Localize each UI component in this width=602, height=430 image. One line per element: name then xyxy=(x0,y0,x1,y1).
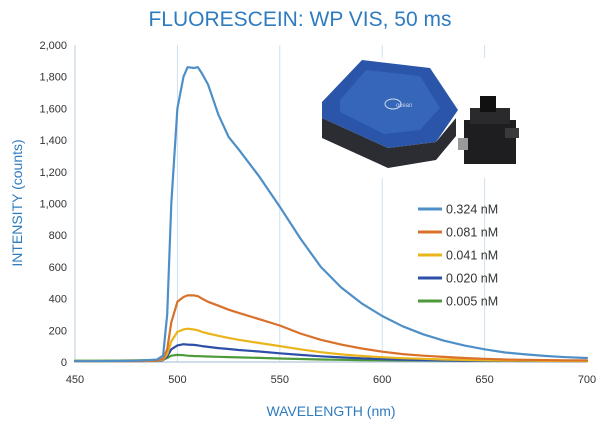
cuvette-cap xyxy=(480,96,496,112)
x-tick-label: 600 xyxy=(373,374,391,386)
x-tick-label: 700 xyxy=(578,374,596,386)
legend-label: 0.324 nM xyxy=(446,203,498,217)
spectrometer-device: ocean xyxy=(322,60,458,168)
spectrometer-top-highlight xyxy=(340,70,440,134)
holder-connector xyxy=(458,138,468,150)
y-axis-label: INTENSITY (counts) xyxy=(9,139,25,266)
holder-screw xyxy=(505,128,519,138)
y-tick-label: 1,000 xyxy=(39,199,67,211)
inset-photo: ocean xyxy=(312,58,584,178)
y-tick-label: 1,800 xyxy=(39,72,67,84)
legend-label: 0.005 nM xyxy=(446,295,498,309)
legend: 0.324 nM 0.081 nM 0.041 nM 0.020 nM 0.005 nM xyxy=(418,203,498,309)
series-line-1 xyxy=(73,294,589,363)
legend-label: 0.041 nM xyxy=(446,249,498,263)
data-series xyxy=(73,66,589,363)
x-tick-label: 550 xyxy=(271,374,289,386)
y-tick-label: 200 xyxy=(49,325,67,337)
y-tick-label: 1,200 xyxy=(39,167,67,179)
y-tick-label: 0 xyxy=(61,357,67,369)
chart-title: FLUORESCEIN: WP VIS, 50 ms xyxy=(148,8,451,31)
x-axis-label: WAVELENGTH (nm) xyxy=(266,403,395,419)
series-line-0 xyxy=(73,66,589,363)
cuvette-holder xyxy=(458,96,519,164)
y-tick-label: 600 xyxy=(49,262,67,274)
legend-label: 0.020 nM xyxy=(446,272,498,286)
holder-base xyxy=(464,120,516,164)
series-line-2 xyxy=(73,327,589,363)
device-logo: ocean xyxy=(396,103,412,109)
x-tick-label: 500 xyxy=(168,374,186,386)
tick-labels: 450 500 550 600 650 700 0 200 400 600 800 1,000 1,20… xyxy=(39,40,596,386)
x-tick-label: 450 xyxy=(66,374,84,386)
y-tick-label: 1,600 xyxy=(39,103,67,115)
y-tick-label: 1,400 xyxy=(39,135,67,147)
spectrometer-side xyxy=(322,118,456,168)
y-tick-label: 2,000 xyxy=(39,40,67,52)
x-tick-label: 650 xyxy=(475,374,493,386)
y-tick-label: 800 xyxy=(49,230,67,242)
device-logo-mark xyxy=(384,98,402,110)
legend-label: 0.081 nM xyxy=(446,226,498,240)
y-tick-label: 400 xyxy=(49,294,67,306)
